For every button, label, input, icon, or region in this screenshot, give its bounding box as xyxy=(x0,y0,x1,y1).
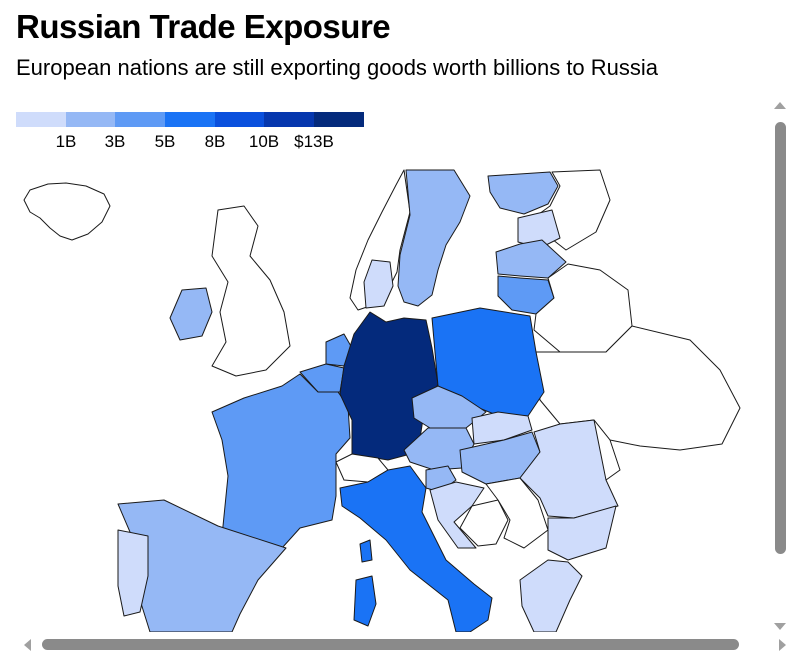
page-subtitle: European nations are still exporting goo… xyxy=(16,55,659,80)
legend-tick: 1B xyxy=(55,132,77,151)
vertical-scrollbar[interactable] xyxy=(770,96,792,636)
legend-ticks: 1B 3B 5B 8B 10B $13B xyxy=(16,132,364,154)
country-iceland[interactable] xyxy=(23,182,111,241)
country-belarus[interactable] xyxy=(533,263,633,353)
map-viewport[interactable] xyxy=(0,160,770,632)
country-france[interactable] xyxy=(211,373,351,549)
country-italy[interactable] xyxy=(353,575,377,627)
country-latvia[interactable] xyxy=(495,239,567,279)
country-united-kingdom[interactable] xyxy=(211,205,291,377)
country-denmark[interactable] xyxy=(363,259,394,309)
country-estonia[interactable] xyxy=(517,209,561,249)
scroll-up-arrow-icon[interactable] xyxy=(774,102,786,109)
legend-swatch xyxy=(264,112,315,127)
legend-swatch xyxy=(314,112,364,127)
horizontal-scrollbar[interactable] xyxy=(20,636,790,654)
country-croatia[interactable] xyxy=(429,481,485,549)
legend-swatch xyxy=(65,112,116,127)
legend-swatch xyxy=(16,112,66,127)
scroll-left-arrow-icon[interactable] xyxy=(24,639,31,651)
country-italy[interactable] xyxy=(359,539,373,563)
vertical-scroll-thumb[interactable] xyxy=(775,122,786,554)
country-bulgaria[interactable] xyxy=(547,505,617,561)
legend-tick: 8B xyxy=(204,132,226,151)
scroll-down-arrow-icon[interactable] xyxy=(774,623,786,630)
legend-tick: 10B xyxy=(248,132,280,151)
legend-swatch xyxy=(165,112,215,127)
legend-tick: 5B xyxy=(154,132,176,151)
legend-tick: $13B xyxy=(294,132,334,151)
country-norway[interactable] xyxy=(349,169,411,311)
page-title: Russian Trade Exposure xyxy=(16,8,391,45)
country-sweden[interactable] xyxy=(397,169,471,307)
legend-swatch xyxy=(214,112,265,127)
color-legend: 1B 3B 5B 8B 10B $13B xyxy=(16,112,364,156)
country-portugal[interactable] xyxy=(117,529,149,617)
country-italy[interactable] xyxy=(339,465,493,632)
country-serbia[interactable] xyxy=(485,477,549,549)
legend-tick: 3B xyxy=(104,132,126,151)
legend-swatch xyxy=(115,112,166,127)
horizontal-scroll-thumb[interactable] xyxy=(42,639,739,650)
country-finland[interactable] xyxy=(487,171,559,215)
europe-map[interactable] xyxy=(0,160,770,632)
scroll-right-arrow-icon[interactable] xyxy=(779,639,786,651)
country-ireland[interactable] xyxy=(169,287,213,341)
country-greece[interactable] xyxy=(519,559,583,632)
legend-color-bar xyxy=(16,112,364,127)
